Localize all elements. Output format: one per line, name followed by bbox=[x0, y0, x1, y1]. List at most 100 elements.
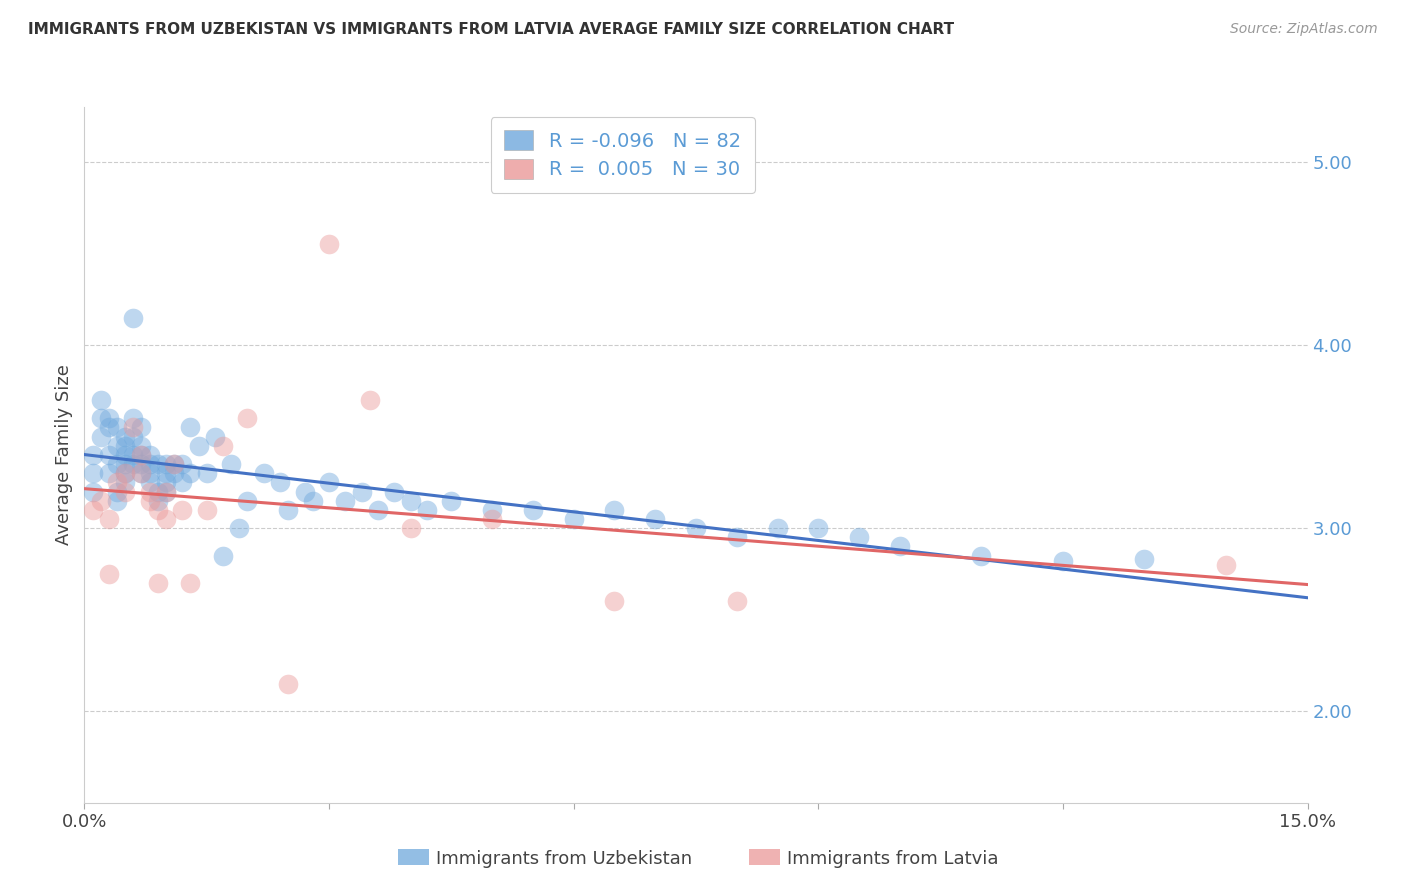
Point bbox=[146, 493, 169, 508]
Point bbox=[219, 457, 242, 471]
Point bbox=[848, 530, 870, 544]
Point bbox=[105, 475, 128, 490]
Point bbox=[138, 475, 160, 490]
Point bbox=[122, 457, 145, 471]
Point bbox=[146, 484, 169, 499]
Point bbox=[399, 521, 422, 535]
Point bbox=[253, 467, 276, 481]
Text: Immigrants from Latvia: Immigrants from Latvia bbox=[787, 850, 998, 868]
Point bbox=[766, 521, 789, 535]
Point bbox=[105, 420, 128, 434]
Point bbox=[522, 503, 544, 517]
Point bbox=[114, 467, 136, 481]
Point bbox=[155, 467, 177, 481]
Point bbox=[195, 467, 218, 481]
Point bbox=[114, 467, 136, 481]
Point bbox=[301, 493, 323, 508]
Point bbox=[318, 475, 340, 490]
Point bbox=[131, 467, 153, 481]
Point bbox=[277, 503, 299, 517]
Point bbox=[105, 457, 128, 471]
Point bbox=[82, 467, 104, 481]
Point bbox=[399, 493, 422, 508]
Point bbox=[155, 512, 177, 526]
Point bbox=[155, 484, 177, 499]
Point bbox=[807, 521, 830, 535]
Point bbox=[163, 467, 186, 481]
Point bbox=[644, 512, 666, 526]
Point bbox=[359, 392, 381, 407]
Point bbox=[90, 392, 112, 407]
Point bbox=[440, 493, 463, 508]
Point bbox=[172, 457, 194, 471]
Point bbox=[97, 566, 120, 581]
Point bbox=[114, 429, 136, 443]
Point bbox=[1052, 554, 1074, 568]
Point bbox=[172, 475, 194, 490]
Point bbox=[228, 521, 250, 535]
Point bbox=[114, 448, 136, 462]
Point bbox=[163, 457, 186, 471]
Point bbox=[114, 484, 136, 499]
Point bbox=[138, 448, 160, 462]
Text: Immigrants from Uzbekistan: Immigrants from Uzbekistan bbox=[436, 850, 692, 868]
Point bbox=[131, 439, 153, 453]
Point bbox=[382, 484, 405, 499]
Point bbox=[367, 503, 389, 517]
Point bbox=[889, 540, 911, 554]
Point bbox=[82, 484, 104, 499]
Point bbox=[195, 503, 218, 517]
Point bbox=[138, 467, 160, 481]
Point bbox=[204, 429, 226, 443]
Point bbox=[146, 576, 169, 591]
Point bbox=[269, 475, 291, 490]
Point bbox=[562, 512, 585, 526]
Point bbox=[138, 457, 160, 471]
Point bbox=[138, 484, 160, 499]
Point bbox=[114, 475, 136, 490]
Point bbox=[1215, 558, 1237, 572]
Point bbox=[481, 512, 503, 526]
Point bbox=[97, 512, 120, 526]
Point bbox=[97, 420, 120, 434]
Point bbox=[82, 503, 104, 517]
Text: Source: ZipAtlas.com: Source: ZipAtlas.com bbox=[1230, 22, 1378, 37]
Y-axis label: Average Family Size: Average Family Size bbox=[55, 365, 73, 545]
Point bbox=[122, 411, 145, 425]
Point bbox=[122, 310, 145, 325]
Point bbox=[114, 439, 136, 453]
Point bbox=[294, 484, 316, 499]
Point bbox=[236, 493, 259, 508]
Point bbox=[131, 457, 153, 471]
Point bbox=[105, 493, 128, 508]
Point bbox=[122, 429, 145, 443]
Point bbox=[122, 448, 145, 462]
Point bbox=[155, 484, 177, 499]
Point bbox=[131, 448, 153, 462]
Text: IMMIGRANTS FROM UZBEKISTAN VS IMMIGRANTS FROM LATVIA AVERAGE FAMILY SIZE CORRELA: IMMIGRANTS FROM UZBEKISTAN VS IMMIGRANTS… bbox=[28, 22, 955, 37]
Point bbox=[90, 493, 112, 508]
Point bbox=[97, 411, 120, 425]
Point bbox=[1133, 552, 1156, 566]
Point bbox=[105, 439, 128, 453]
Point bbox=[90, 429, 112, 443]
Point bbox=[236, 411, 259, 425]
Point bbox=[179, 576, 201, 591]
Point bbox=[318, 237, 340, 252]
Point bbox=[155, 475, 177, 490]
Point bbox=[131, 448, 153, 462]
Point bbox=[970, 549, 993, 563]
Point bbox=[685, 521, 707, 535]
Point bbox=[146, 503, 169, 517]
Point bbox=[725, 530, 748, 544]
Point bbox=[179, 420, 201, 434]
Point bbox=[277, 677, 299, 691]
Point bbox=[163, 457, 186, 471]
Point bbox=[212, 439, 235, 453]
Point bbox=[114, 457, 136, 471]
Point bbox=[122, 420, 145, 434]
Point bbox=[97, 448, 120, 462]
Point bbox=[335, 493, 357, 508]
Point bbox=[131, 420, 153, 434]
Point bbox=[603, 503, 626, 517]
